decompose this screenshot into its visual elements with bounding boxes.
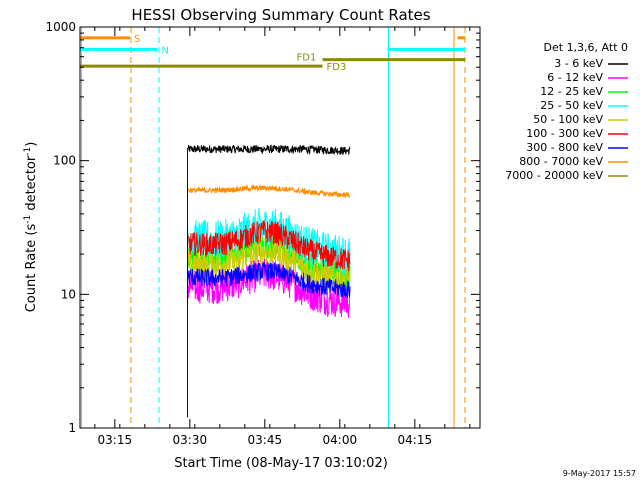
series-line bbox=[187, 184, 351, 198]
x-tick-label: 03:30 bbox=[173, 433, 208, 447]
flag-label: S bbox=[134, 34, 140, 45]
y-axis-label-sup1: -1 bbox=[23, 215, 33, 224]
x-axis-label: Start Time (08-May-17 03:10:02) bbox=[174, 456, 388, 471]
x-tick-label: 03:15 bbox=[98, 433, 133, 447]
y-axis-label-mid: detector bbox=[24, 155, 39, 215]
legend-label: 50 - 100 keV bbox=[533, 113, 603, 126]
overlay-layer: S N FD1 FD3 bbox=[80, 27, 466, 428]
flag-label: N bbox=[162, 45, 169, 56]
legend-label: 25 - 50 keV bbox=[540, 99, 603, 112]
legend-label: 800 - 7000 keV bbox=[519, 155, 603, 168]
legend-label: 300 - 800 keV bbox=[526, 141, 603, 154]
legend-title: Det 1,3,6, Att 0 bbox=[544, 41, 628, 54]
legend-label: 12 - 25 keV bbox=[540, 85, 603, 98]
series-line bbox=[187, 144, 351, 156]
y-axis-label: Count Rate (s-1 detector-1) bbox=[23, 142, 39, 313]
y-tick-label: 100 bbox=[53, 154, 76, 168]
x-tick-label: 04:00 bbox=[323, 433, 358, 447]
y-tick-label: 1 bbox=[68, 421, 76, 435]
chart-title: HESSI Observing Summary Count Rates bbox=[131, 6, 430, 24]
x-tick-label: 03:45 bbox=[248, 433, 283, 447]
series-line bbox=[187, 261, 351, 298]
footer-timestamp: 9-May-2017 15:57 bbox=[563, 469, 636, 478]
legend-label: 6 - 12 keV bbox=[547, 71, 603, 84]
y-axis-label-end: ) bbox=[24, 142, 39, 147]
flag-label: FD1 bbox=[297, 53, 317, 64]
axis-layer: 1 10 100 1000 03:15 03:30 03:45 04:00 04:15 bbox=[45, 20, 480, 447]
y-axis-label-main: Count Rate (s bbox=[24, 224, 39, 313]
series-line bbox=[187, 239, 351, 293]
x-tick-label: 04:15 bbox=[398, 433, 433, 447]
y-axis-label-sup2: -1 bbox=[23, 147, 33, 156]
series-line bbox=[187, 220, 351, 272]
plot-frame bbox=[79, 26, 481, 429]
legend-label: 100 - 300 keV bbox=[526, 127, 603, 140]
data-layer bbox=[187, 144, 351, 418]
legend-label: 3 - 6 keV bbox=[554, 57, 603, 70]
flag-label: FD3 bbox=[327, 62, 347, 73]
y-tick-label: 10 bbox=[61, 287, 76, 301]
legend-label: 7000 - 20000 keV bbox=[505, 169, 603, 182]
y-tick-label: 1000 bbox=[45, 20, 76, 34]
